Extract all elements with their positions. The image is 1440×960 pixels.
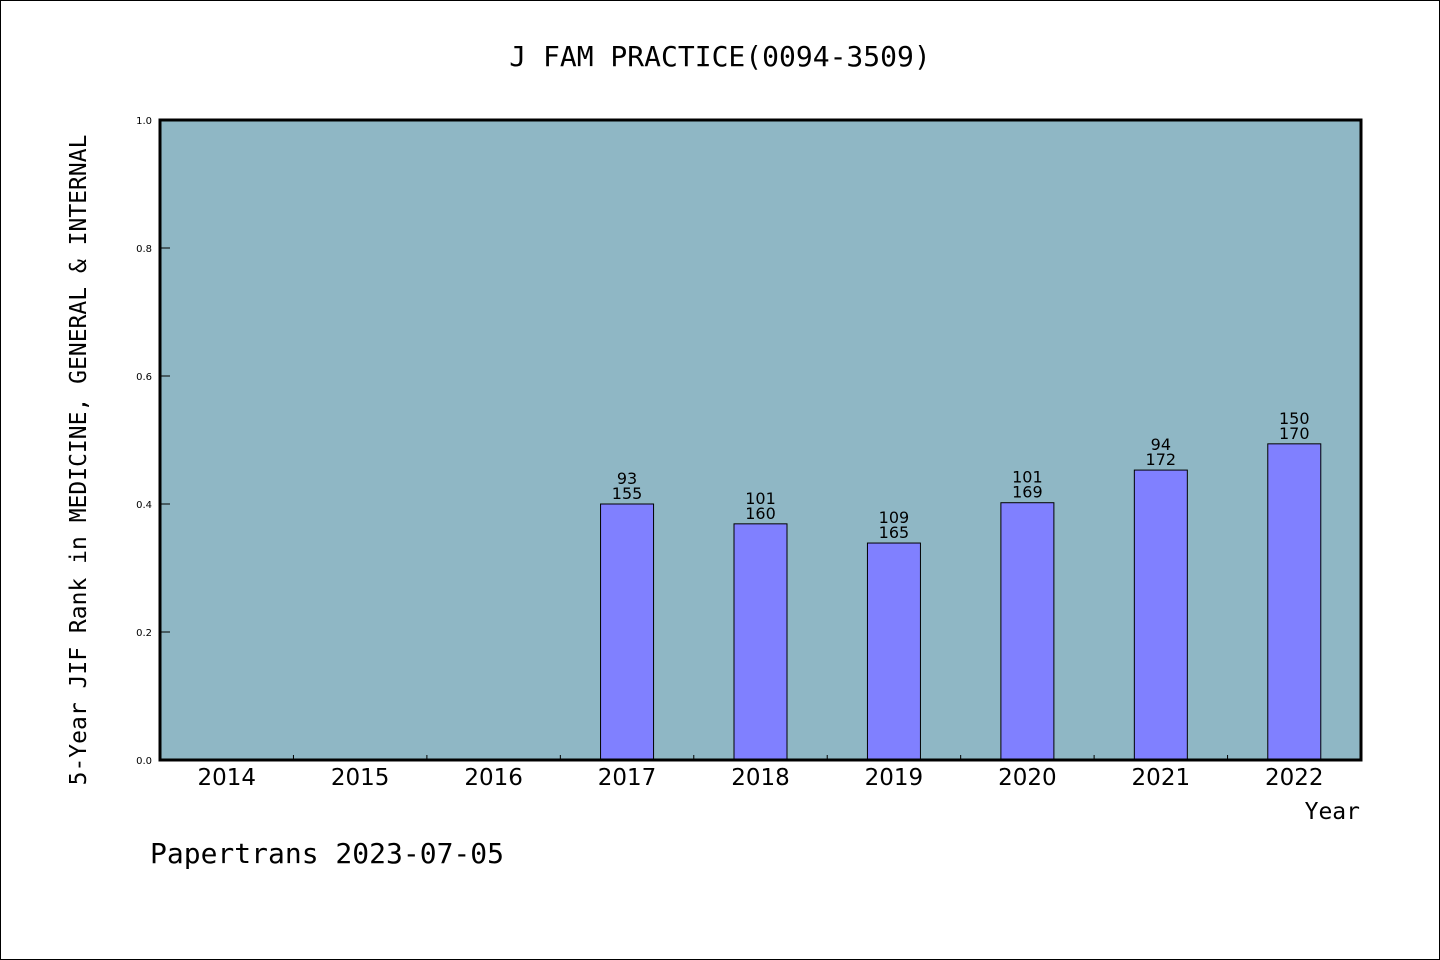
- bar-label-rank: 101: [745, 489, 776, 508]
- bar-label-total: 172: [1146, 450, 1177, 469]
- ticks-group: 2014 2015 2016 2017 2018 2019 2020 2021 2022 0.0 0…: [136, 116, 1323, 791]
- bar: [1267, 443, 1322, 761]
- bar-label-rank: 94: [1151, 435, 1171, 454]
- y-tick-label: 0.4: [136, 500, 152, 511]
- bar-label-rank: 109: [879, 508, 910, 527]
- x-tick-label: 2018: [731, 765, 790, 791]
- y-tick-label: 0.0: [136, 756, 152, 767]
- bar-label-total: 169: [1012, 483, 1043, 502]
- bar: [1000, 502, 1055, 761]
- y-tick-label: 1.0: [136, 116, 152, 127]
- footer-text: Papertrans 2023-07-05: [150, 837, 504, 870]
- bar-label-total: 155: [612, 484, 643, 503]
- y-axis-label: 5-Year JIF Rank in MEDICINE, GENERAL & I…: [66, 135, 92, 786]
- bar: [1133, 469, 1188, 761]
- bar-label-total: 170: [1279, 424, 1310, 443]
- bar-label-rank: 101: [1012, 468, 1043, 487]
- y-tick-label: 0.8: [136, 244, 152, 255]
- x-tick-label: 2014: [197, 765, 256, 791]
- x-tick-label: 2020: [998, 765, 1057, 791]
- bar-label-rank: 93: [617, 469, 637, 488]
- bar: [866, 542, 921, 761]
- bar-label-total: 165: [879, 523, 910, 542]
- x-tick-label: 2022: [1265, 765, 1324, 791]
- plot-border: [158, 118, 1363, 762]
- y-tick-label: 0.6: [136, 372, 152, 383]
- bar: [600, 503, 655, 761]
- chart-title: J FAM PRACTICE(0094-3509): [509, 40, 930, 73]
- x-axis-label: Year: [1305, 799, 1360, 825]
- bar-label-rank: 150: [1279, 409, 1310, 428]
- bar: [733, 523, 788, 761]
- x-tick-label: 2015: [331, 765, 390, 791]
- x-tick-label: 2021: [1132, 765, 1191, 791]
- y-tick-label: 0.2: [136, 628, 152, 639]
- x-tick-label: 2017: [598, 765, 657, 791]
- bar-label-total: 160: [745, 504, 776, 523]
- x-tick-label: 2016: [464, 765, 523, 791]
- x-tick-label: 2019: [865, 765, 924, 791]
